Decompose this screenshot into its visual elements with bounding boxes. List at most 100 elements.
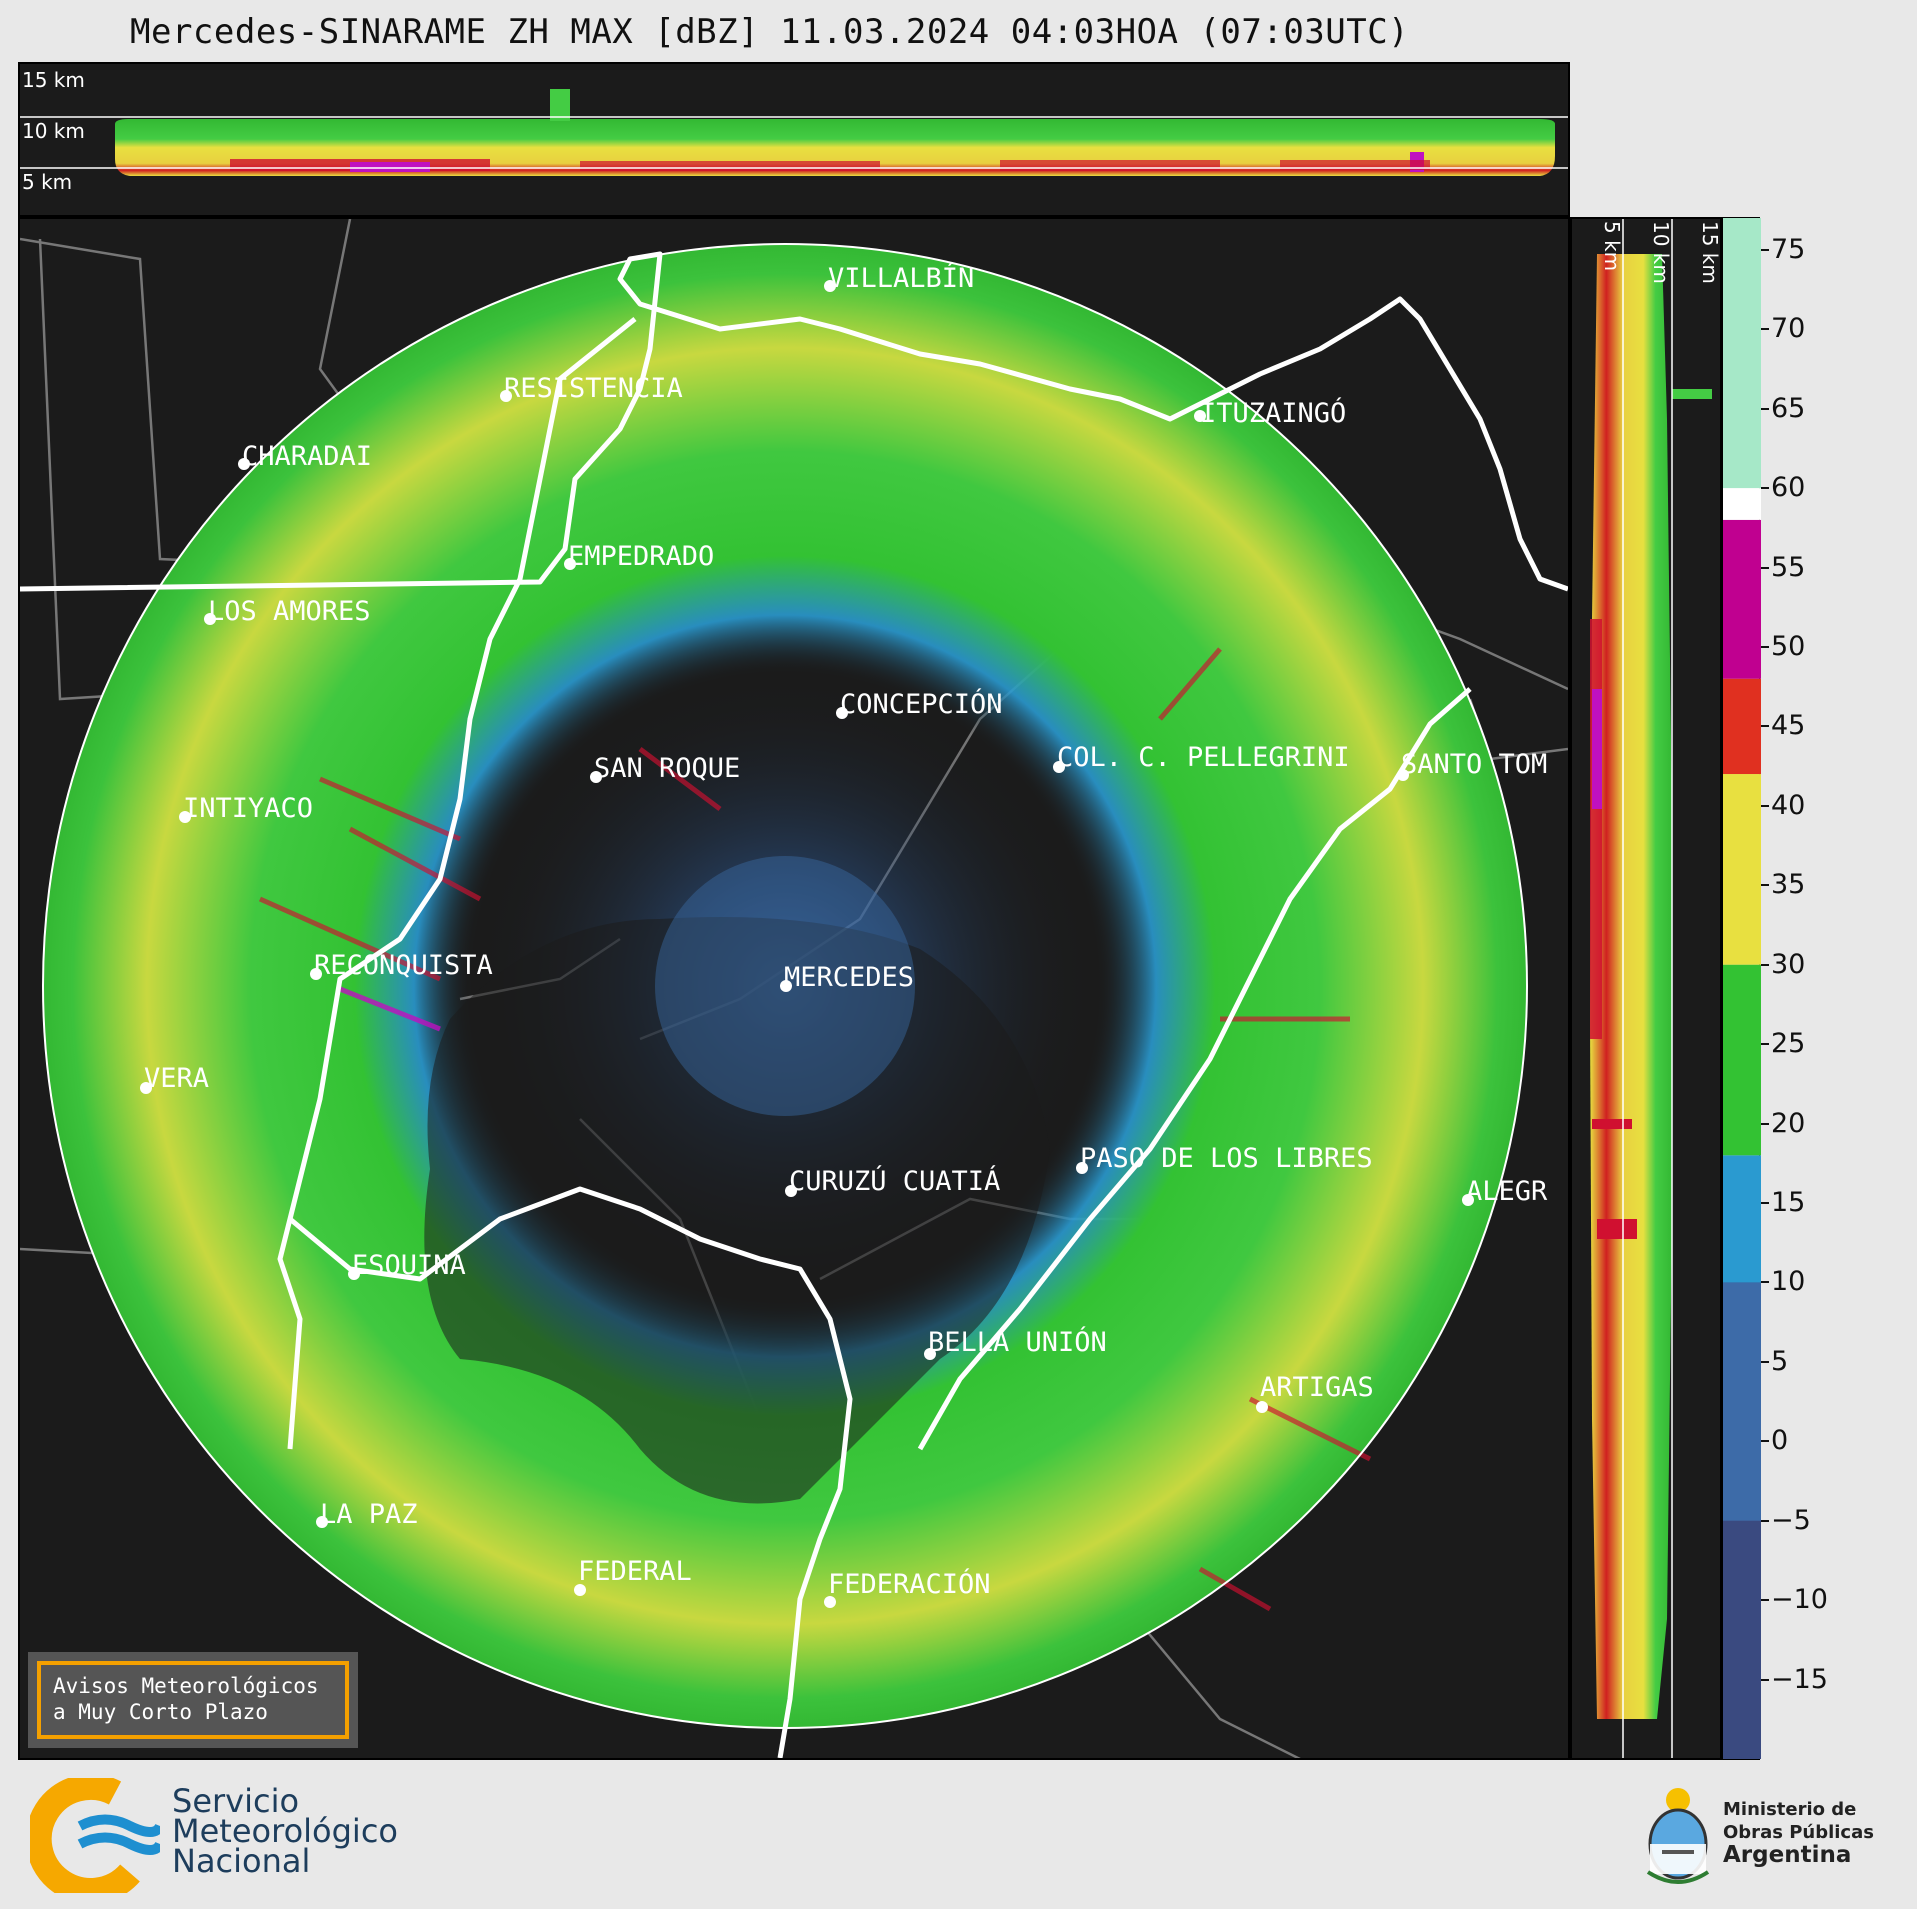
city-marker-artigas — [1256, 1401, 1268, 1413]
city-marker-paso-de-los-libres — [1076, 1162, 1088, 1174]
city-label: EMPEDRADO — [568, 541, 714, 572]
city-marker-resistencia — [500, 390, 512, 402]
side-panel-streaks — [1590, 389, 1712, 1239]
city-label: BELLA UNIÓN — [928, 1326, 1107, 1358]
colorbar-tickmark — [1761, 963, 1769, 966]
colorbar-tick-label: 35 — [1771, 869, 1806, 901]
side-10km-label: 10 km — [1649, 221, 1673, 284]
city-marker-reconquista — [310, 968, 322, 980]
echo-streaks — [258, 647, 1372, 1612]
notice-line-2: a Muy Corto Plazo — [53, 1700, 268, 1724]
ministry-line-1: Ministerio de — [1723, 1799, 1857, 1820]
city-label: RESISTENCIA — [504, 373, 683, 404]
national-borders — [20, 251, 1568, 1758]
city-label: CURUZÚ CUATIÁ — [789, 1165, 1000, 1197]
colorbar-tick-label: 75 — [1771, 233, 1806, 265]
city-label: FEDERACIÓN — [828, 1568, 991, 1600]
city-marker-alegrete — [1462, 1194, 1474, 1206]
city-label: LOS AMORES — [208, 596, 371, 627]
side-cross-section-plot — [1590, 219, 1712, 1758]
city-label: RECONQUISTA — [314, 950, 493, 981]
colorbar-tickmark — [1761, 1122, 1769, 1125]
radar-map-panel: VILLALBÍN RESISTENCIA CHARADAI ITUZAINGÓ EMP… — [18, 217, 1570, 1760]
colorbar-segment — [1723, 519, 1761, 679]
colorbar-tick-label: 55 — [1771, 551, 1806, 583]
notice-box-border: Avisos Meteorológicos a Muy Corto Plazo — [37, 1661, 349, 1739]
city-marker-mercedes — [780, 980, 792, 992]
colorbar-tickmark — [1761, 884, 1769, 887]
side-5km-label: 5 km — [1600, 221, 1624, 272]
city-marker-la-paz — [316, 1516, 328, 1528]
city-marker-federal — [574, 1584, 586, 1596]
colorbar-segment — [1723, 678, 1761, 775]
colorbar-tickmark — [1761, 328, 1769, 331]
smn-line-3: Nacional — [172, 1842, 311, 1880]
colorbar-tick-label: 50 — [1771, 630, 1806, 662]
colorbar-tickmark — [1761, 248, 1769, 251]
colorbar-segment — [1723, 774, 1761, 965]
colorbar-tick-label: 40 — [1771, 789, 1806, 821]
city-marker-villalbin — [824, 280, 836, 292]
colorbar-tickmark — [1761, 1519, 1769, 1522]
top-10km-label: 10 km — [22, 119, 85, 143]
city-marker-vera — [140, 1082, 152, 1094]
smn-logo-icon — [30, 1778, 160, 1893]
colorbar-tickmark — [1761, 1599, 1769, 1602]
city-label: FEDERAL — [578, 1556, 692, 1587]
notice-box: Avisos Meteorológicos a Muy Corto Plazo — [28, 1652, 358, 1748]
city-label: ITUZAINGÓ — [1200, 397, 1346, 429]
colorbar-segment — [1723, 488, 1761, 520]
colorbar-tick-label: −5 — [1771, 1504, 1811, 1536]
city-label: INTIYACO — [183, 793, 313, 824]
city-marker-santo-tome — [1397, 769, 1409, 781]
city-marker-esquina — [348, 1268, 360, 1280]
city-label: ESQUINA — [352, 1250, 466, 1281]
colorbar-segment — [1723, 964, 1761, 1156]
colorbar-tickmark — [1761, 487, 1769, 490]
colorbar-tickmark — [1761, 645, 1769, 648]
colorbar-tickmark — [1761, 804, 1769, 807]
colorbar-tickmark — [1761, 1360, 1769, 1363]
side-15km-label: 15 km — [1698, 221, 1722, 284]
city-markers — [140, 280, 1474, 1608]
city-label: SAN ROQUE — [594, 753, 740, 784]
colorbar-tick-label: 30 — [1771, 948, 1806, 980]
city-marker-empedrado — [564, 558, 576, 570]
city-marker-curuzu-cuatia — [785, 1185, 797, 1197]
colorbar-tickmark — [1761, 1043, 1769, 1046]
colorbar-tickmark — [1761, 1281, 1769, 1284]
colorbar-tickmark — [1761, 566, 1769, 569]
colorbar-tick-label: 20 — [1771, 1107, 1806, 1139]
top-cross-section-plot — [20, 89, 1568, 176]
colorbar-tick-label: −15 — [1771, 1663, 1828, 1695]
colorbar-tick-label: 60 — [1771, 472, 1806, 504]
colorbar-segment — [1723, 1282, 1761, 1521]
radar-map: VILLALBÍN RESISTENCIA CHARADAI ITUZAINGÓ EMP… — [20, 219, 1568, 1758]
smn-logo-text: Servicio Meteorológico Nacional — [172, 1785, 398, 1880]
city-label: COL. C. PELLEGRINI — [1057, 742, 1350, 773]
reflectivity-colorbar: 75 70 65 60 55 50 45 40 35 30 25 20 15 10 5 0 −5 −10 −15 — [1722, 217, 1828, 1760]
city-marker-bella-union — [924, 1348, 936, 1360]
argentina-coat-of-arms-icon — [1646, 1788, 1710, 1884]
page-title: Mercedes-SINARAME ZH MAX [dBZ] 11.03.202… — [130, 12, 1410, 52]
colorbar-tick-label: 15 — [1771, 1186, 1806, 1218]
city-marker-col-pellegrini — [1053, 761, 1065, 773]
city-labels: VILLALBÍN RESISTENCIA CHARADAI ITUZAINGÓ EMP… — [144, 262, 1548, 1600]
side-cross-section-panel: 5 km 10 km 15 km — [1570, 217, 1722, 1760]
city-label: CHARADAI — [242, 441, 372, 472]
city-label: VERA — [144, 1063, 209, 1094]
colorbar-tick-label: 65 — [1771, 392, 1806, 424]
top-cross-section-panel: 15 km 10 km 5 km — [18, 62, 1570, 217]
ministry-line-2: Obras Públicas — [1723, 1822, 1874, 1843]
colorbar-tick-label: 0 — [1771, 1425, 1789, 1457]
city-marker-charadai — [238, 458, 250, 470]
city-label: ARTIGAS — [1260, 1372, 1374, 1403]
colorbar-gradient — [1723, 218, 1761, 1759]
colorbar-tickmark — [1761, 1440, 1769, 1443]
ministry-logo-text: Ministerio de Obras Públicas Argentina — [1723, 1798, 1874, 1867]
city-marker-concepcion — [836, 707, 848, 719]
city-label: PASO DE LOS LIBRES — [1080, 1143, 1373, 1174]
city-label: LA PAZ — [320, 1499, 418, 1530]
city-label: CONCEPCIÓN — [840, 688, 1003, 720]
city-marker-federacion — [824, 1596, 836, 1608]
